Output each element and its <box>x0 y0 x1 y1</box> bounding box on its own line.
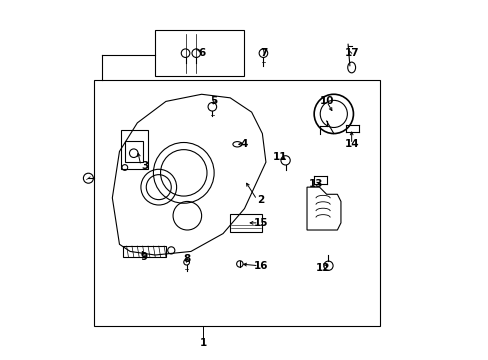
Text: 1: 1 <box>200 338 206 347</box>
Text: 3: 3 <box>141 161 148 171</box>
Text: 12: 12 <box>315 262 330 273</box>
Text: 17: 17 <box>344 48 358 58</box>
Text: 9: 9 <box>141 252 148 262</box>
Text: 10: 10 <box>319 96 333 107</box>
Text: 15: 15 <box>253 218 267 228</box>
Text: 7: 7 <box>260 48 267 58</box>
Text: 4: 4 <box>240 139 248 149</box>
Text: 8: 8 <box>183 253 191 264</box>
Text: 2: 2 <box>256 195 264 204</box>
Text: 14: 14 <box>344 139 358 149</box>
Text: 11: 11 <box>272 152 287 162</box>
Text: 16: 16 <box>253 261 267 271</box>
Text: 6: 6 <box>198 48 205 58</box>
Text: 5: 5 <box>210 96 217 107</box>
Text: 13: 13 <box>308 179 323 189</box>
